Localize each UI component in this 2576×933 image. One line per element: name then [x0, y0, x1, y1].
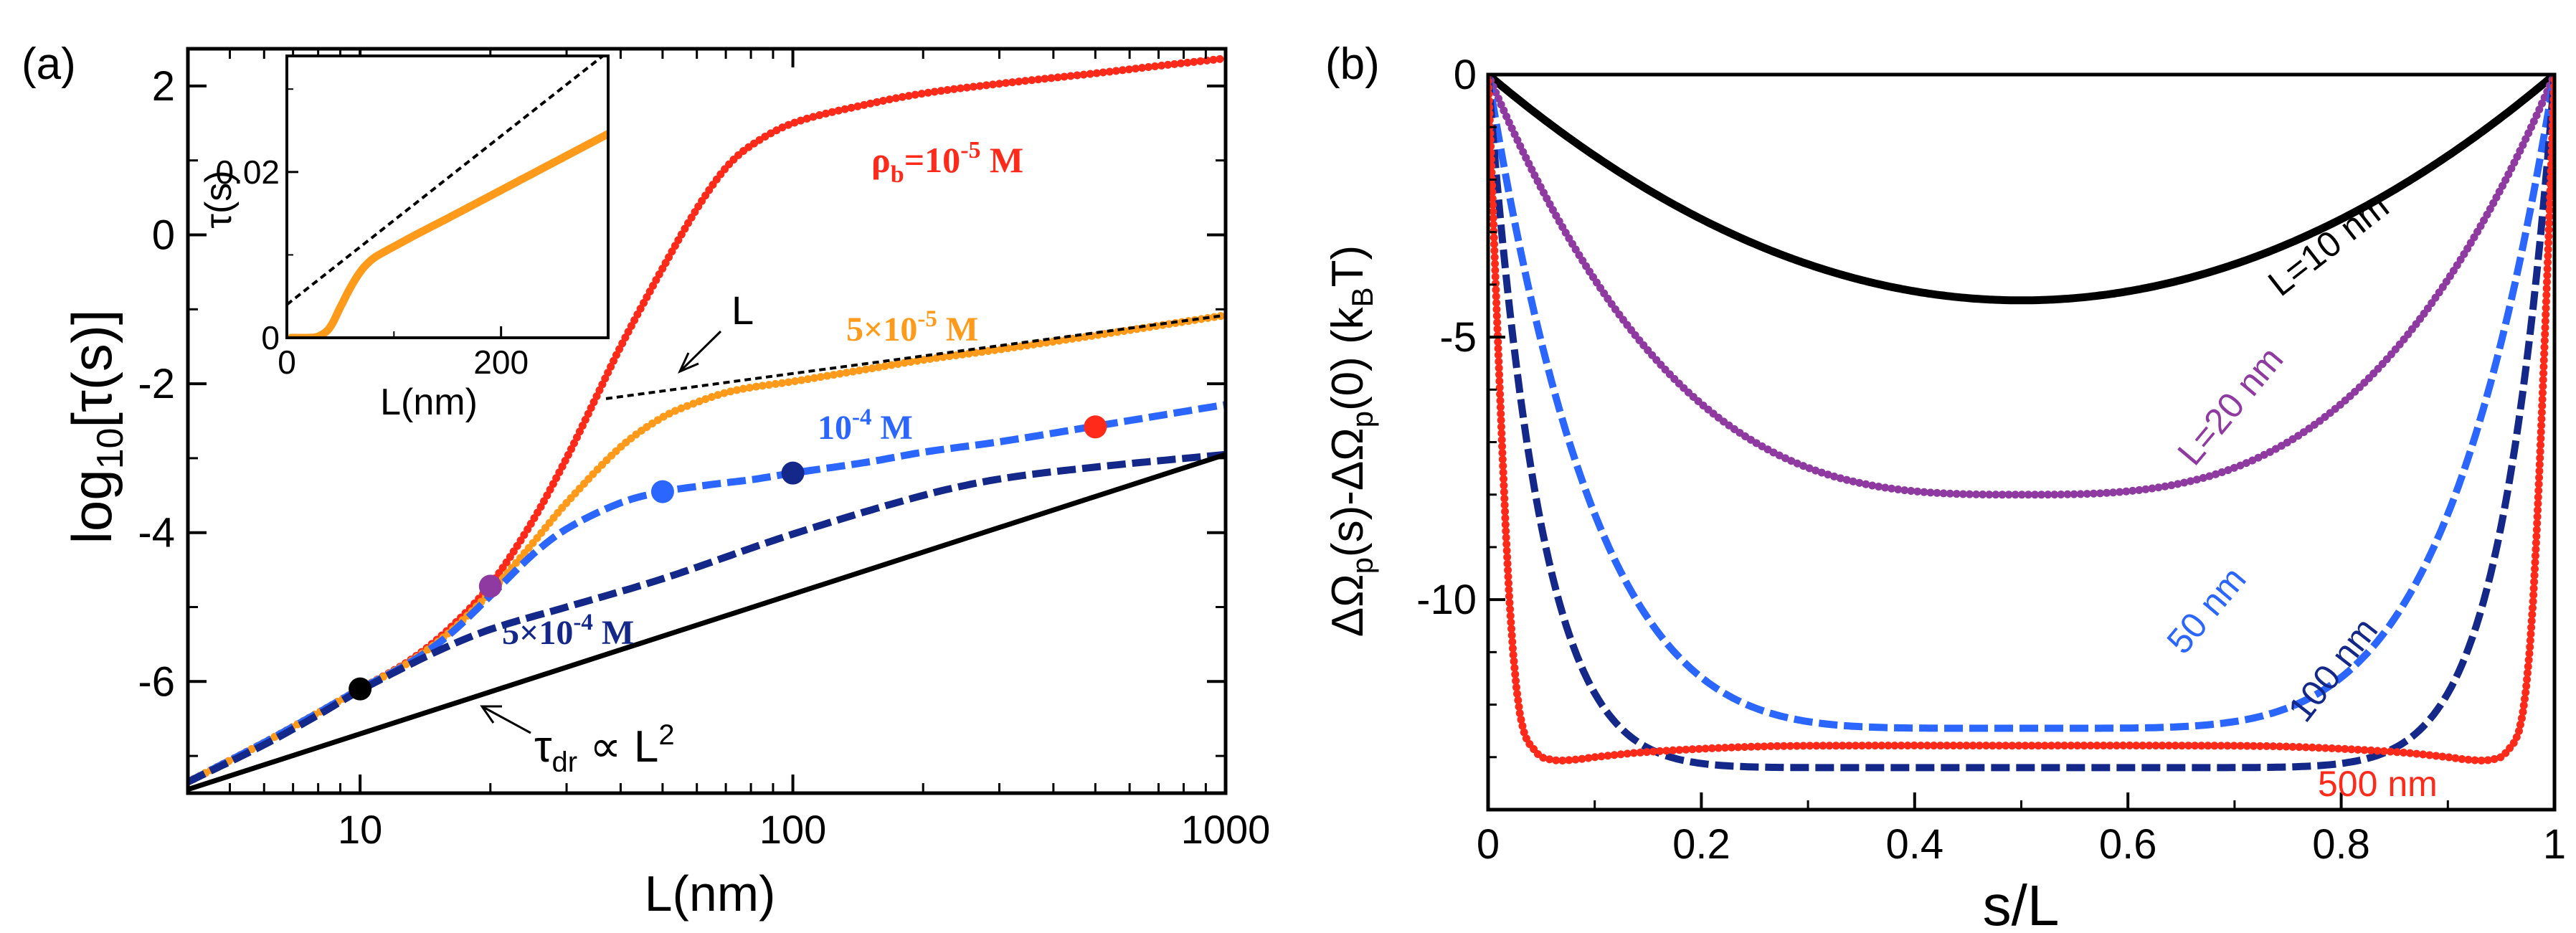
- a-xtick-label: 10: [338, 807, 382, 852]
- series-a-4: [188, 452, 1226, 792]
- inset-series-group: [287, 56, 608, 338]
- a-xtick-label: 1000: [1181, 807, 1271, 852]
- panel-b-x-axis-label: s/L: [1983, 873, 2060, 933]
- panel-a-x-axis-label: L(nm): [645, 866, 776, 922]
- b-ytick-label: 0: [1454, 52, 1477, 98]
- series-a-5: [605, 313, 1226, 400]
- annotation-tau-dr: τdr ∝ L2: [534, 719, 675, 778]
- panel-b-ticks: 0 0.2 0.4 0.6 0.8 1 0 -5 -10: [1416, 52, 2566, 868]
- label-5e-4: 5×10-4 M: [502, 610, 634, 652]
- label-5e-5: 5×10-5 M: [846, 306, 978, 349]
- b-xtick-label: 0.4: [1885, 821, 1943, 868]
- panel-a-label: (a): [22, 39, 76, 89]
- annotation-tau-dr-arrowhead: [480, 705, 502, 724]
- marker-point-2: [650, 480, 674, 503]
- series-a-2: [188, 401, 1226, 785]
- inset-y-axis-label: τ(s): [198, 170, 240, 228]
- inset-x-axis-label: L(nm): [380, 382, 478, 423]
- inset-xtick-label: 200: [473, 344, 529, 381]
- a-ytick-label: 2: [152, 63, 175, 110]
- panel-b: (b) 0 0.2 0.4 0.6 0.8 1 0 -5 -10 ΔΩp(s)-ΔΩp(0) (…: [1323, 39, 2566, 933]
- marker-point-0: [349, 677, 372, 701]
- annotation-L-arrowhead: [678, 352, 699, 374]
- a-ytick-label: -6: [138, 658, 175, 705]
- marker-point-1: [478, 574, 502, 598]
- a-ytick-label: -2: [138, 361, 175, 407]
- b-xtick-label: 0.6: [2099, 821, 2157, 868]
- panel-a-inset: 0 200 0 0.02 τ(s) L(nm): [198, 55, 610, 423]
- marker-point-3: [781, 461, 805, 485]
- series-b-2: [1488, 75, 2554, 732]
- a-ytick-label: 0: [152, 212, 175, 259]
- label-rho-1e-5: ρb=10-5 M: [871, 137, 1023, 188]
- panel-b-y-axis-label: ΔΩp(s)-ΔΩp(0) (kBT): [1323, 245, 1379, 637]
- panel-a-y-axis-label: log10[τ(s)]: [60, 309, 131, 544]
- annotation-L: L: [731, 288, 754, 333]
- a-xtick-label: 100: [759, 807, 826, 852]
- b-xtick-label: 1: [2543, 821, 2566, 868]
- panel-b-series-group: [1488, 75, 2554, 772]
- b-ytick-label: -5: [1439, 314, 1477, 361]
- panel-a: (a) 10 100 1000-6-4-202 log10[τ(s)] L(nm) …: [22, 39, 1270, 922]
- inset-series-0: [287, 130, 608, 338]
- marker-point-4: [1084, 415, 1107, 439]
- inset-plot-area: [287, 56, 608, 338]
- b-xtick-label: 0.2: [1672, 821, 1730, 868]
- inset-xtick-label: 0: [278, 344, 296, 381]
- panel-a-ticks: 10 100 1000 -6 -4 -2 0 2: [138, 49, 1270, 852]
- series-b-0: [1488, 75, 2554, 305]
- b-ytick-label: -10: [1416, 577, 1477, 623]
- panel-b-plot-area: [1488, 75, 2554, 810]
- series-a-3: [188, 450, 1226, 785]
- panel-a-markers-group: [349, 415, 1107, 701]
- b-xtick-label: 0: [1477, 821, 1500, 868]
- b-xtick-label: 0.8: [2312, 821, 2370, 868]
- inset-ticks: 0 200 0 0.02: [215, 88, 609, 381]
- label-500nm: 500 nm: [2318, 764, 2438, 804]
- a-ytick-label: -4: [138, 510, 175, 557]
- series-b-4: [1488, 75, 2554, 764]
- inset-series-1: [287, 56, 605, 306]
- inset-ytick-label: 0: [261, 319, 280, 356]
- annotation-L-arrow: [678, 330, 722, 373]
- series-b-1: [1488, 75, 2554, 499]
- series-b-3: [1488, 75, 2554, 772]
- annotation-tau-dr-arrow: [481, 705, 531, 734]
- panel-a-frame: [186, 47, 1228, 795]
- panel-b-label: (b): [1325, 39, 1380, 89]
- inset-ytick-label: 0.02: [215, 153, 280, 191]
- inset-frame: [285, 55, 610, 339]
